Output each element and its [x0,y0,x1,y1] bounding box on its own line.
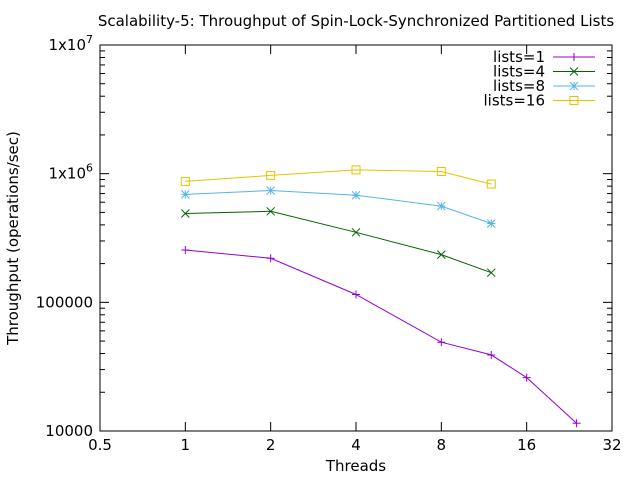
x-tick-label: 16 [517,436,536,454]
data-point [180,190,190,199]
legend-item: lists=4 [493,63,595,81]
data-point [180,209,190,218]
legend-label: lists=8 [493,77,545,95]
x-tick-label: 32 [602,436,621,454]
data-point [180,176,190,186]
series-lists-16 [180,165,496,189]
y-tick-base: 1x10 [48,36,86,54]
series-line [185,210,492,274]
series-lists-8 [180,186,496,228]
series-line [185,249,577,424]
data-point [486,179,496,189]
legend-label: lists=4 [493,63,545,81]
data-point [351,190,361,200]
y-axis-label: Throughput (operations/sec) [4,131,22,346]
data-point [572,419,581,428]
legend-marker [569,96,579,105]
data-point [436,166,446,176]
y-tick-label: 100000 [36,293,93,311]
data-point [266,186,276,195]
data-point [266,170,276,180]
data-point [437,338,446,347]
data-point [351,165,361,175]
series-lists-4 [180,206,496,278]
data-point [486,268,496,278]
y-tick-label: 10000 [45,422,93,440]
legend-item: lists=8 [493,77,595,95]
data-point [181,246,190,255]
data-point [436,201,446,211]
legend-item: lists=1 [493,48,595,66]
y-tick-exponent: 6 [86,162,93,175]
legend-marker [569,67,579,76]
data-point [436,250,446,259]
legend-label: lists=1 [493,48,545,66]
x-tick-label: 2 [266,436,276,454]
x-tick-label: 4 [351,436,361,454]
data-point [487,350,496,359]
x-axis: 0.5 1 2 4 8 16 32 [88,45,622,454]
legend-marker [570,53,578,61]
y-tick-base: 1x10 [48,165,86,183]
legend-item: lists=16 [483,92,595,110]
series-lists-1 [181,246,581,428]
chart-title: Scalability-5: Throughput of Spin-Lock-S… [98,12,614,30]
data-point [266,206,276,216]
legend-marker [569,81,579,91]
x-axis-label: Threads [325,457,386,475]
y-tick-exponent: 7 [86,33,93,46]
data-point [352,290,360,299]
x-tick-label: 1 [181,436,191,454]
y-tick-label: 1x107 [48,33,93,54]
x-tick-label: 8 [437,436,447,454]
data-point [266,254,275,263]
series-line [185,169,492,185]
y-tick-label: 1x106 [48,162,93,183]
x-tick-label: 0.5 [88,436,112,454]
data-point [351,227,361,237]
legend-label: lists=16 [483,92,545,110]
data-point [486,219,496,228]
data-point [522,373,531,382]
series-line [185,189,492,224]
series-layer [180,165,581,428]
